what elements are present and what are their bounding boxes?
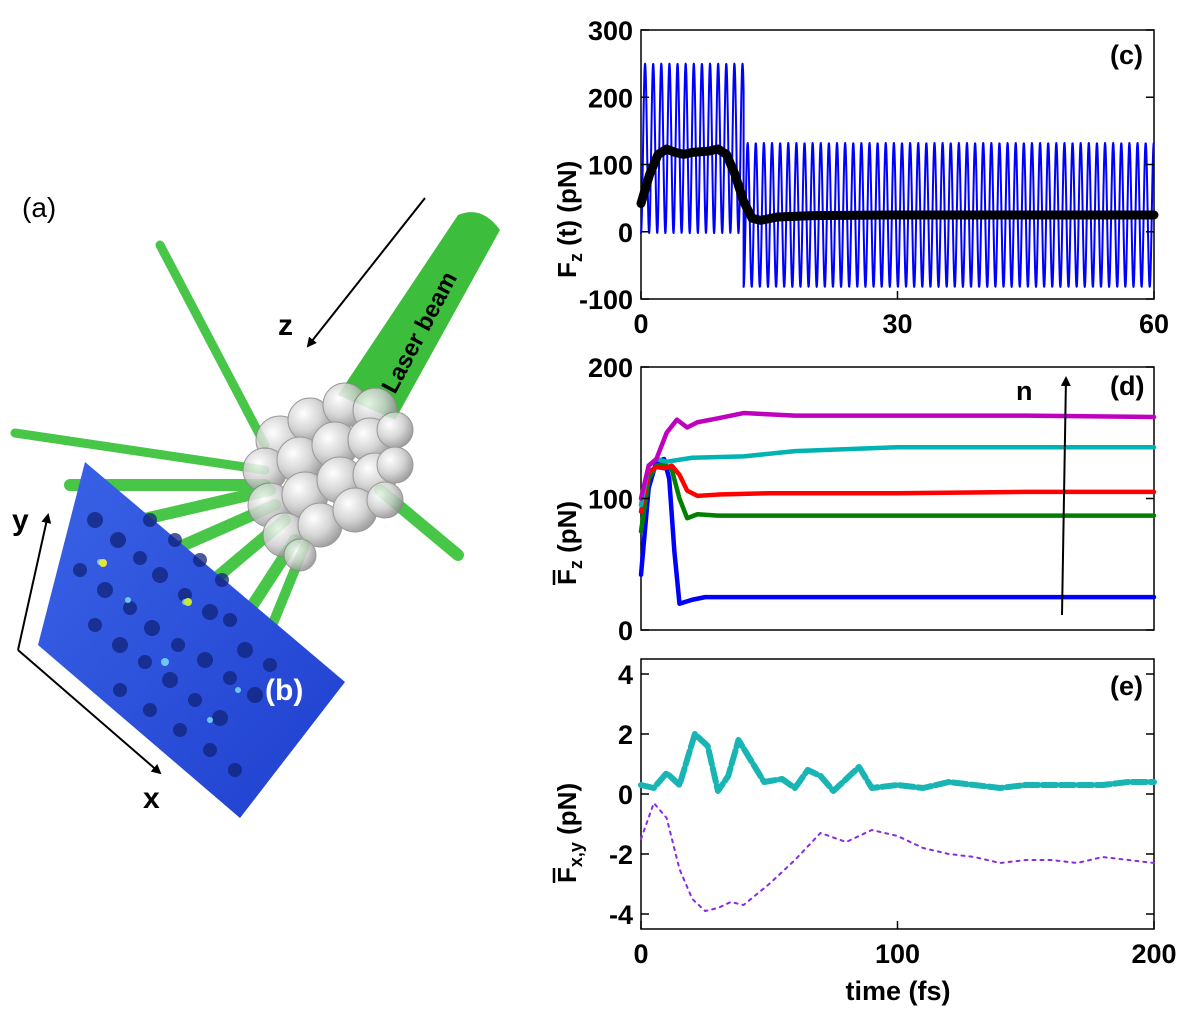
series-line-d-4 — [638, 410, 1157, 501]
n-trend-arrow — [1060, 376, 1071, 616]
series-line-c-1 — [636, 144, 1159, 225]
x-tick-label: 0 — [633, 939, 648, 969]
y-axis-label: y — [12, 504, 29, 537]
n-arrow-label: n — [1016, 376, 1033, 406]
x-tick-label: 0 — [633, 309, 648, 339]
y-axis-arrow — [17, 513, 52, 651]
panel-label-a: (a) — [22, 192, 56, 223]
series-line-d-0 — [638, 456, 1157, 606]
series-line-d-1 — [638, 462, 1157, 534]
y-tick-label: 0 — [618, 616, 633, 646]
series-layer — [636, 62, 1159, 288]
svg-text:Fz (pN): Fz (pN) — [552, 501, 586, 585]
panel-label-c: (c) — [1110, 40, 1143, 70]
series-line-e-1 — [640, 802, 1155, 912]
tick-layer: 0 100 200 — [588, 353, 1154, 646]
z-axis-arrow — [306, 197, 426, 348]
y-tick-label: -4 — [609, 900, 633, 930]
y-tick-label: 300 — [588, 16, 633, 46]
tick-layer: -4 -2 0 2 4 0 100 200 — [609, 660, 1177, 969]
y-tick-label: -100 — [579, 285, 633, 315]
x-tick-label: 100 — [875, 939, 920, 969]
panel-label-d: (d) — [1110, 371, 1144, 401]
series-line-e-0 — [638, 731, 1157, 794]
x-axis-label: x — [143, 782, 160, 815]
atom-cluster — [242, 382, 414, 572]
svg-text:Fx,y (pN): Fx,y (pN) — [552, 783, 586, 883]
y-tick-label: 0 — [618, 780, 633, 810]
x-axis-arrow — [17, 649, 162, 775]
detector-plate: (b) — [38, 462, 345, 818]
chart-panel-e: -4 -2 0 2 4 0 100 200 (e) Fx,y (pN) time (fs) — [552, 658, 1177, 1006]
series-line-d-2 — [638, 463, 1157, 514]
x-tick-label: 200 — [1131, 939, 1176, 969]
y-tick-label: 2 — [618, 720, 633, 750]
z-axis-label: z — [278, 309, 293, 342]
series-layer — [638, 410, 1157, 606]
series-line-c-0 — [640, 62, 1155, 288]
laser-beam: Laser beam — [338, 212, 500, 420]
panel-label-e: (e) — [1110, 671, 1143, 701]
x-tick-label: 30 — [882, 309, 912, 339]
laser-cluster-illustration: (a) Laser beam — [10, 192, 500, 818]
y-tick-label: 0 — [618, 218, 633, 248]
x-axis-title: time (fs) — [845, 976, 950, 1006]
y-tick-label: 4 — [618, 660, 633, 690]
y-axis-title: Fz (t) (pN) — [552, 161, 586, 278]
y-tick-label: 100 — [588, 151, 633, 181]
y-tick-label: 100 — [588, 485, 633, 515]
y-tick-label: 200 — [588, 83, 633, 113]
series-layer — [638, 731, 1157, 912]
y-axis-title: Fx,y (pN) — [552, 783, 586, 883]
chart-panel-d: 0 100 200 (d) n Fz (pN) — [552, 353, 1157, 646]
plot-frame — [640, 366, 1155, 631]
panel-label-b: (b) — [265, 674, 303, 707]
y-axis-title: Fz (pN) — [552, 501, 586, 585]
y-tick-label: -2 — [609, 840, 633, 870]
x-tick-label: 60 — [1139, 309, 1169, 339]
y-tick-label: 200 — [588, 353, 633, 383]
